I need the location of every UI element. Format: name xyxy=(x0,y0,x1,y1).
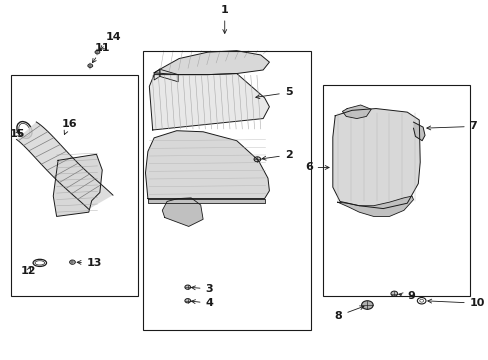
Polygon shape xyxy=(145,131,269,199)
Text: 5: 5 xyxy=(255,87,292,99)
Text: 12: 12 xyxy=(20,266,36,276)
Text: 6: 6 xyxy=(304,162,328,172)
Circle shape xyxy=(184,298,190,303)
Circle shape xyxy=(95,50,100,54)
Text: 2: 2 xyxy=(262,150,292,160)
Polygon shape xyxy=(53,154,102,216)
Polygon shape xyxy=(342,105,370,118)
Bar xyxy=(11,75,138,296)
Circle shape xyxy=(361,301,372,309)
Text: 1: 1 xyxy=(221,5,228,33)
Polygon shape xyxy=(147,199,264,203)
Circle shape xyxy=(88,64,92,67)
Circle shape xyxy=(254,157,260,162)
Text: 11: 11 xyxy=(92,43,110,63)
Text: 8: 8 xyxy=(334,306,363,321)
Polygon shape xyxy=(160,69,178,82)
Text: 16: 16 xyxy=(61,118,77,135)
Circle shape xyxy=(184,285,190,289)
Circle shape xyxy=(69,260,75,264)
Bar xyxy=(143,51,310,330)
Polygon shape xyxy=(413,122,424,141)
Text: 13: 13 xyxy=(77,258,102,268)
Polygon shape xyxy=(154,51,269,75)
Circle shape xyxy=(390,291,397,296)
Polygon shape xyxy=(337,196,413,216)
Bar xyxy=(323,85,469,296)
Text: 10: 10 xyxy=(427,298,484,308)
Text: 4: 4 xyxy=(191,298,213,308)
Polygon shape xyxy=(149,73,269,130)
Polygon shape xyxy=(332,109,419,208)
Text: 7: 7 xyxy=(426,121,476,131)
Polygon shape xyxy=(17,122,113,209)
Polygon shape xyxy=(154,69,160,80)
Text: 9: 9 xyxy=(398,291,414,301)
Text: 14: 14 xyxy=(100,32,122,50)
Text: 15: 15 xyxy=(10,129,25,139)
Polygon shape xyxy=(162,198,203,226)
Text: 3: 3 xyxy=(191,284,213,294)
